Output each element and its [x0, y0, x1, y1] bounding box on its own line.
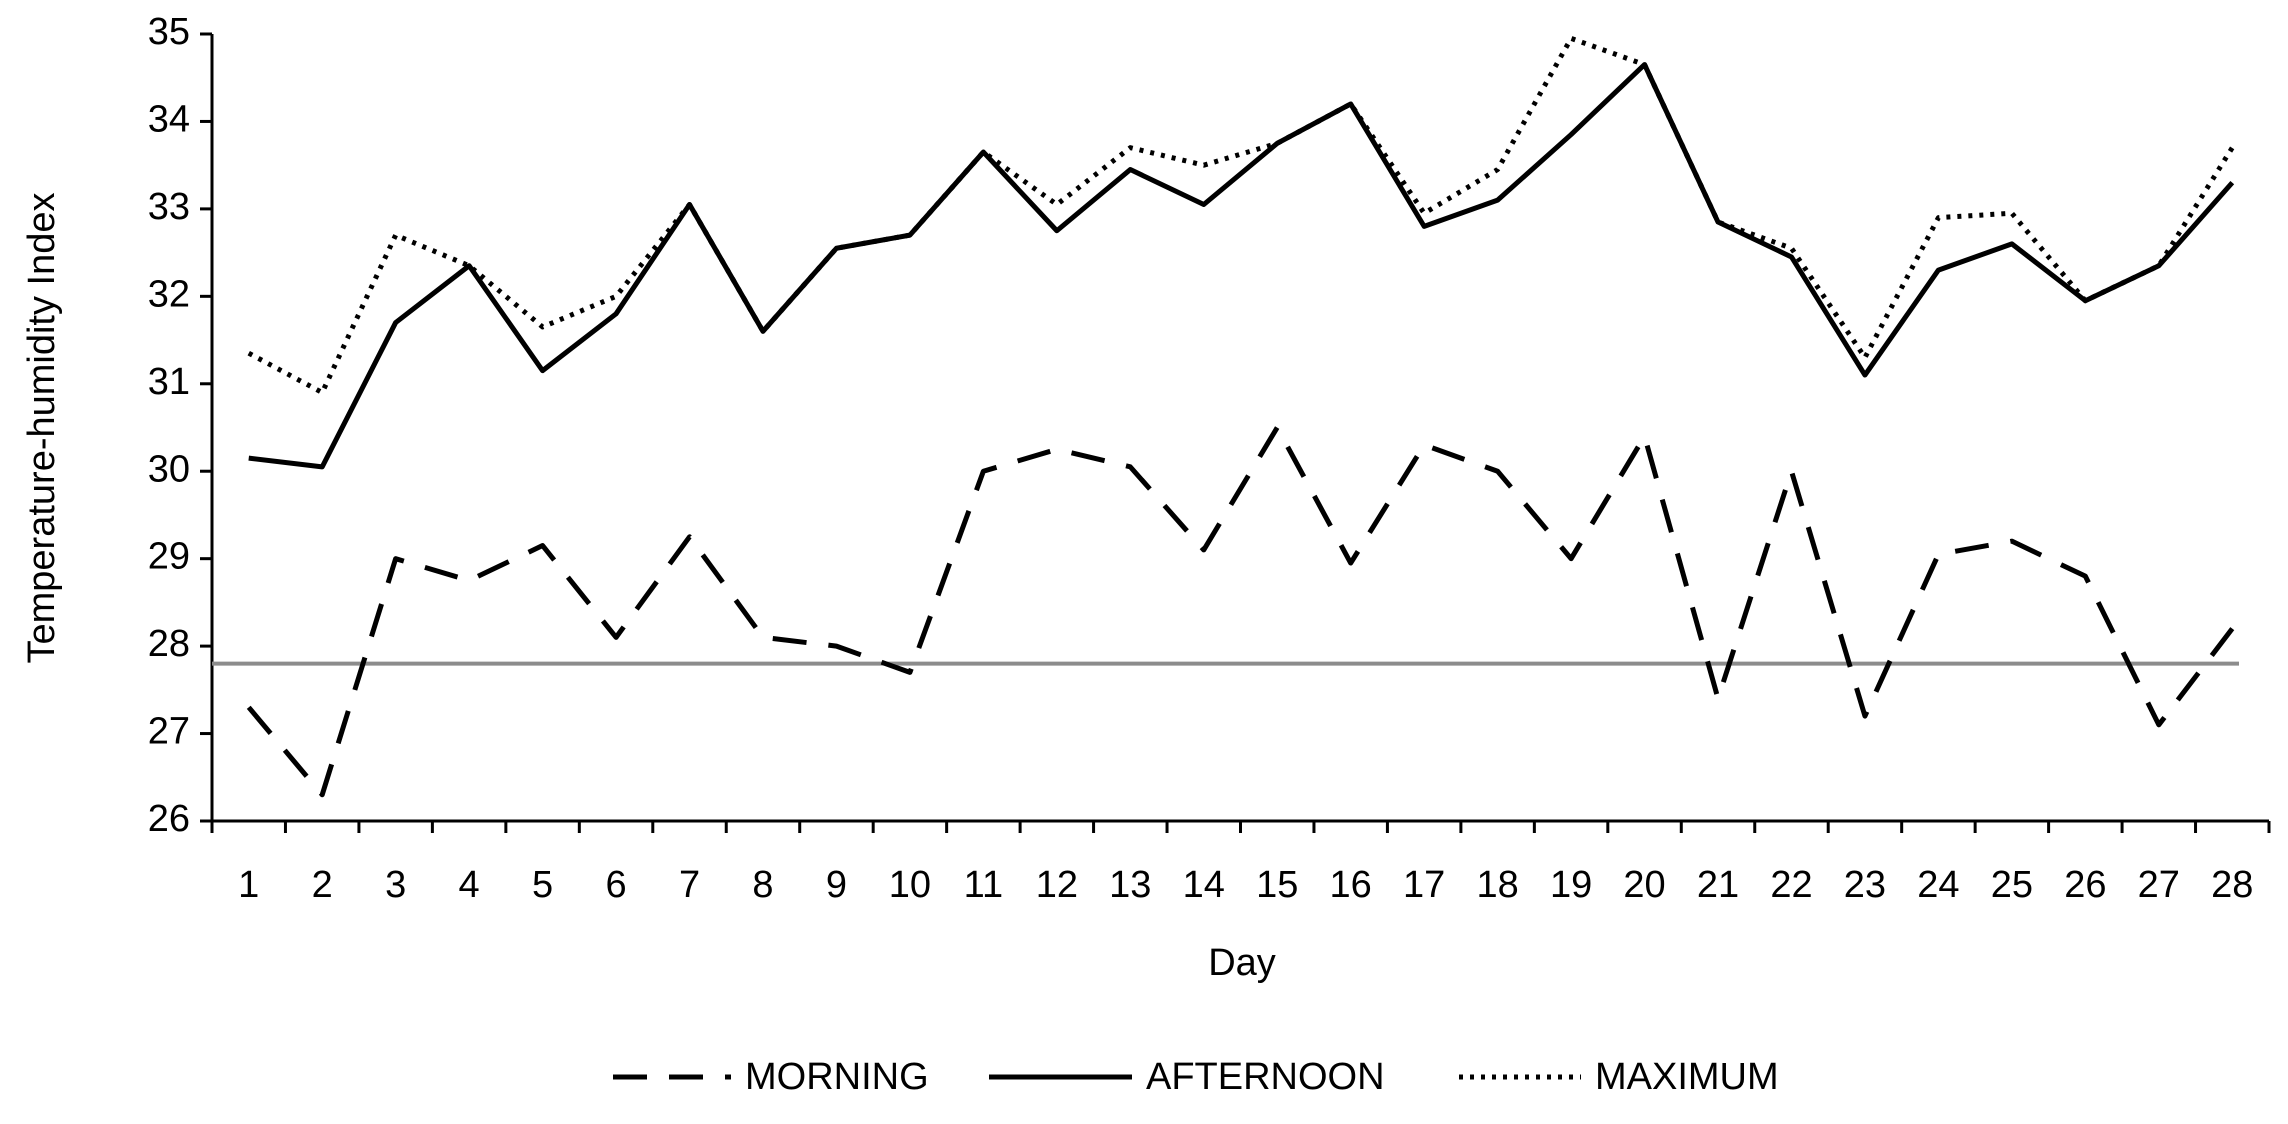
x-tick-label: 26	[2064, 864, 2106, 906]
x-tick-label: 25	[1991, 864, 2033, 906]
y-tick-label: 34	[148, 98, 190, 140]
x-tick-label: 24	[1917, 864, 1959, 906]
x-tick-label: 27	[2138, 864, 2180, 906]
x-tick-label: 11	[964, 864, 1003, 906]
x-tick-label: 10	[889, 864, 931, 906]
x-tick-label: 17	[1403, 864, 1445, 906]
x-tick-label: 1	[238, 864, 259, 906]
y-tick-label: 26	[148, 798, 190, 840]
x-tick-label: 5	[532, 864, 553, 906]
x-tick-label: 15	[1256, 864, 1298, 906]
legend-label: AFTERNOON	[1146, 1056, 1385, 1098]
x-tick-label: 8	[752, 864, 773, 906]
series-line	[248, 62, 2235, 470]
series-line	[246, 425, 2235, 798]
x-tick-label: 2	[312, 864, 333, 906]
y-tick-label: 27	[148, 711, 190, 753]
x-tick-label: 9	[826, 864, 847, 906]
y-axis-title: Temperature-humidity Index	[21, 193, 63, 664]
y-tick-label: 33	[148, 186, 190, 228]
x-tick-label: 22	[1770, 864, 1812, 906]
x-tick-label: 19	[1550, 864, 1592, 906]
x-tick-label: 13	[1109, 864, 1151, 906]
x-tick-label: 28	[2211, 864, 2253, 906]
y-tick-label: 32	[148, 273, 190, 315]
x-tick-label: 7	[679, 864, 700, 906]
x-tick-label: 12	[1036, 864, 1078, 906]
x-tick-label: 4	[459, 864, 480, 906]
series-line	[247, 35, 2235, 396]
y-tick-label: 31	[148, 361, 190, 403]
y-tick-label: 28	[148, 623, 190, 665]
y-tick-label: 35	[148, 11, 190, 53]
x-tick-label: 14	[1183, 864, 1225, 906]
x-axis-title: Day	[1208, 942, 1276, 984]
x-tick-label: 18	[1476, 864, 1518, 906]
x-tick-label: 21	[1697, 864, 1739, 906]
x-tick-label: 3	[385, 864, 406, 906]
x-tick-label: 16	[1330, 864, 1372, 906]
x-tick-label: 6	[605, 864, 626, 906]
x-tick-label: 20	[1623, 864, 1665, 906]
y-tick-label: 30	[148, 448, 190, 490]
y-tick-label: 29	[148, 536, 190, 578]
x-tick-label: 23	[1844, 864, 1886, 906]
legend-label: MORNING	[745, 1056, 929, 1098]
legend-label: MAXIMUM	[1595, 1056, 1779, 1098]
